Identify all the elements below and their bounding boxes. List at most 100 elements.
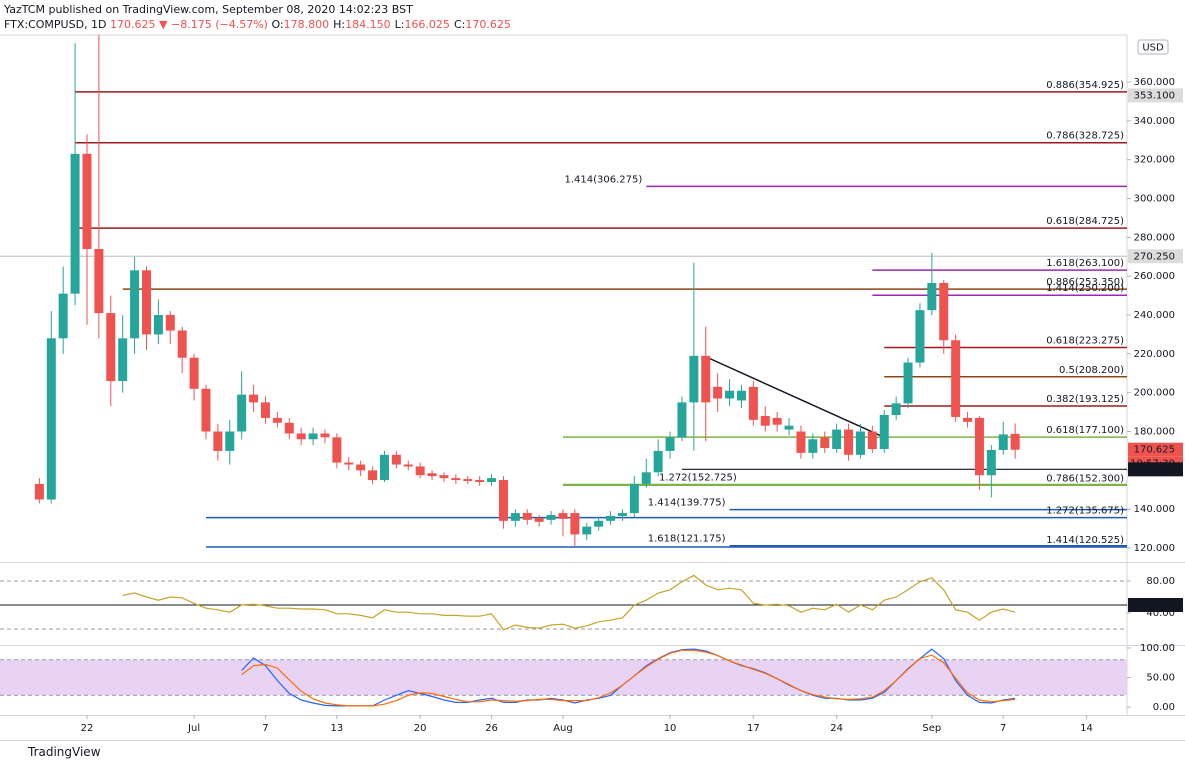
- fib-label: 1.414(139.775): [648, 498, 726, 509]
- candle-body: [415, 466, 425, 476]
- candle-body: [70, 153, 80, 294]
- fib-label: 1.618(121.175): [648, 534, 726, 545]
- ohlc-key: C:: [453, 18, 466, 31]
- ohlc-key: H:: [333, 18, 346, 31]
- trendline: [705, 356, 885, 439]
- fib-label: 0.618(284.725): [1046, 216, 1124, 227]
- candle-body: [498, 480, 508, 521]
- fib-label: 0.886(354.925): [1046, 80, 1124, 91]
- candle-body: [855, 431, 865, 455]
- ohlc: O:178.800 H:184.150 L:166.025 C:170.625: [271, 18, 514, 31]
- candle-body: [189, 357, 199, 389]
- fib-label: 0.886(253.350): [1046, 277, 1124, 288]
- ohlc-value: 178.800: [283, 18, 330, 31]
- symbol: FTX:COMPUSD, 1D: [4, 18, 107, 31]
- y-tick-label: 240.000: [1134, 310, 1175, 321]
- x-tick-label: Sep: [922, 723, 941, 734]
- x-tick-label: 14: [1080, 723, 1093, 734]
- candle-body: [403, 464, 413, 467]
- fib-label: 0.786(328.725): [1046, 131, 1124, 142]
- price-badge: [1128, 442, 1183, 457]
- fib-label: 0.618(223.275): [1046, 335, 1124, 346]
- y-tick-label: 340.000: [1134, 116, 1175, 127]
- candle-body: [665, 437, 675, 451]
- candle-body: [141, 270, 151, 335]
- candle-body: [760, 415, 770, 426]
- x-tick-label: 13: [331, 723, 344, 734]
- candle-body: [915, 310, 925, 363]
- y-tick-label: 140.000: [1134, 504, 1175, 515]
- candle-body: [344, 462, 354, 465]
- symbol-line: FTX:COMPUSD, 1D 170.625 ▼ −8.175 (−4.57%…: [4, 17, 515, 32]
- candle-body: [903, 362, 913, 404]
- x-tick-label: 24: [830, 723, 843, 734]
- y-tick-label: 260.000: [1134, 271, 1175, 282]
- candle-body: [1010, 433, 1020, 450]
- indicator-line: [122, 574, 1016, 631]
- fib-label: 1.618(263.100): [1046, 258, 1124, 269]
- candle-body: [320, 433, 330, 438]
- fib-label: 1.272(135.675): [1046, 506, 1124, 517]
- candle-body: [522, 513, 532, 520]
- last-price: 170.625: [110, 18, 156, 31]
- candle-body: [879, 415, 889, 449]
- candle-body: [844, 429, 854, 455]
- candle-body: [427, 473, 437, 477]
- candle-body: [487, 478, 497, 482]
- x-tick-label: 26: [485, 723, 498, 734]
- candle-body: [963, 417, 973, 422]
- fib-label: 1.272(152.725): [659, 472, 737, 483]
- candle-body: [58, 293, 68, 339]
- candle-body: [653, 450, 663, 473]
- candle-body: [94, 248, 104, 314]
- candle-body: [772, 417, 782, 425]
- candle-body: [641, 472, 651, 484]
- candle-body: [820, 437, 830, 449]
- candle-body: [832, 429, 842, 449]
- candle-body: [272, 417, 282, 423]
- x-tick-label: 22: [81, 723, 94, 734]
- stoch-band: [0, 659, 1127, 696]
- candle-body: [463, 479, 473, 482]
- y-tick-label: 50.00: [1146, 600, 1175, 611]
- candle-body: [677, 402, 687, 438]
- candle-body: [784, 425, 794, 430]
- candle-body: [796, 431, 806, 453]
- candle-body: [570, 513, 580, 535]
- candle-body: [153, 315, 163, 335]
- change: ▼ −8.175 (−4.57%): [159, 18, 268, 31]
- candle-body: [368, 470, 378, 481]
- candle-body: [510, 513, 520, 521]
- candle-body: [249, 394, 259, 403]
- candle-body: [391, 454, 401, 465]
- fib-label: 0.5(208.200): [1059, 365, 1124, 376]
- price-badge: [1128, 88, 1183, 103]
- candle-body: [701, 355, 711, 403]
- candle-body: [713, 386, 723, 399]
- y-tick-label: 40.00: [1146, 608, 1175, 619]
- candle-body: [106, 313, 116, 382]
- candle-body: [998, 434, 1008, 450]
- unit-box: [1137, 39, 1169, 55]
- candle-body: [118, 338, 128, 382]
- candle-body: [237, 394, 247, 432]
- candle-body: [951, 340, 961, 417]
- candle-body: [296, 433, 306, 440]
- candle-body: [974, 417, 984, 476]
- price-badge-label: 353.100: [1134, 90, 1175, 101]
- x-tick-label: 7: [262, 723, 268, 734]
- candle-body: [808, 439, 818, 453]
- x-tick-label: 10: [664, 723, 677, 734]
- fib-label: 0.618(177.100): [1046, 425, 1124, 436]
- fib-label: 0.786(152.300): [1046, 473, 1124, 484]
- candle-body: [606, 515, 616, 521]
- main-panel: 0.886(354.925) 0.786(328.725) 1.414(306.27…: [0, 35, 1127, 548]
- candle-body: [177, 330, 187, 358]
- fib-label: 1.414(306.275): [564, 174, 642, 185]
- y-tick-label: 120.000: [1134, 543, 1175, 554]
- candle-body: [379, 454, 389, 481]
- x-tick-label: Jul: [187, 723, 200, 734]
- candle-body: [594, 520, 604, 527]
- tick-badge: [1128, 598, 1183, 612]
